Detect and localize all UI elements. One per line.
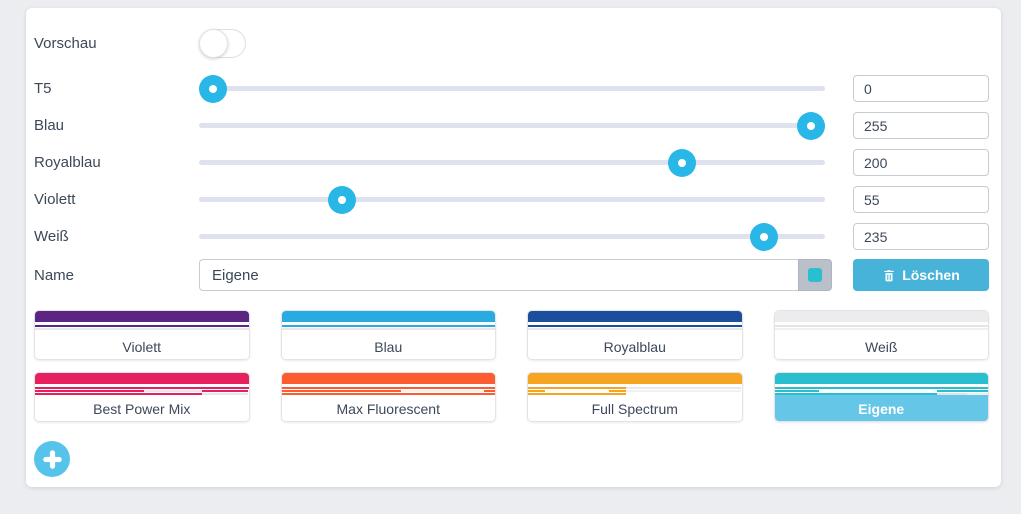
preset-card-blau[interactable]: Blau: [280, 310, 496, 360]
preset-color-bar: [774, 311, 988, 322]
preset-label: Blau: [281, 333, 495, 359]
weiss-slider-knob[interactable]: [750, 222, 779, 251]
slider-row-blau: Blau: [34, 107, 989, 144]
preset-label: Royalblau: [528, 333, 742, 359]
color-swatch-icon: [808, 268, 822, 282]
preset-color-bar: [281, 311, 495, 322]
blau-value-input[interactable]: [853, 112, 989, 139]
slider-row-weiss: Weiß: [34, 218, 989, 255]
royalblau-value-input[interactable]: [853, 149, 989, 176]
preset-spectrum-stripes: [281, 322, 495, 333]
weiss-slider[interactable]: [199, 222, 825, 251]
royalblau-slider[interactable]: [199, 148, 825, 177]
royalblau-label: Royalblau: [34, 154, 101, 171]
settings-card: Vorschau T5 Blau Royalblau Violett Weiß …: [26, 8, 1001, 487]
preset-label: Max Fluorescent: [281, 395, 495, 421]
preset-card-best-power-mix[interactable]: Best Power Mix: [34, 372, 250, 422]
preset-grid: Violett Blau Royalblau Weiß Best Power M…: [34, 310, 989, 422]
violett-slider[interactable]: [199, 185, 825, 214]
blau-label: Blau: [34, 117, 65, 134]
name-row: Name Löschen: [34, 255, 989, 295]
preset-card-eigene[interactable]: Eigene: [773, 372, 989, 422]
preset-card-weiss[interactable]: Weiß: [773, 310, 989, 360]
preview-toggle[interactable]: [199, 28, 246, 58]
delete-button-label: Löschen: [902, 267, 960, 283]
preset-card-violett[interactable]: Violett: [34, 310, 250, 360]
preset-spectrum-stripes: [528, 384, 742, 395]
preset-spectrum-stripes: [35, 384, 249, 395]
slider-row-royalblau: Royalblau: [34, 144, 989, 181]
preset-label: Eigene: [774, 395, 988, 421]
preset-label: Full Spectrum: [528, 395, 742, 421]
weiss-value-input[interactable]: [853, 223, 989, 250]
preset-spectrum-stripes: [35, 322, 249, 333]
violett-label: Violett: [34, 191, 76, 208]
preset-color-bar: [35, 311, 249, 322]
t5-slider-knob[interactable]: [199, 74, 227, 103]
plus-icon: [42, 449, 62, 469]
violett-slider-knob[interactable]: [327, 185, 356, 214]
preset-label: Weiß: [774, 333, 988, 359]
preview-row: Vorschau: [34, 16, 989, 70]
t5-value-input[interactable]: [853, 75, 989, 102]
delete-button[interactable]: Löschen: [853, 259, 989, 291]
preset-color-bar: [774, 373, 988, 384]
add-preset-button[interactable]: [34, 441, 70, 477]
preview-label: Vorschau: [34, 34, 97, 52]
violett-value-input[interactable]: [853, 186, 989, 213]
t5-label: T5: [34, 80, 52, 97]
slider-row-violett: Violett: [34, 181, 989, 218]
preset-label: Best Power Mix: [35, 395, 249, 421]
preset-spectrum-stripes: [528, 322, 742, 333]
preset-spectrum-stripes: [774, 384, 988, 395]
trash-icon: [884, 269, 894, 281]
weiss-label: Weiß: [34, 228, 69, 245]
preset-card-royalblau[interactable]: Royalblau: [527, 310, 743, 360]
color-swatch-button[interactable]: [798, 259, 832, 291]
preset-card-max-fluorescent[interactable]: Max Fluorescent: [280, 372, 496, 422]
toggle-knob-icon: [199, 28, 228, 58]
preset-label: Violett: [35, 333, 249, 359]
name-label: Name: [34, 266, 75, 284]
preset-color-bar: [528, 373, 742, 384]
t5-slider[interactable]: [199, 74, 825, 103]
preset-spectrum-stripes: [281, 384, 495, 395]
slider-row-t5: T5: [34, 70, 989, 107]
blau-slider-knob[interactable]: [797, 111, 825, 140]
preset-color-bar: [528, 311, 742, 322]
royalblau-slider-knob[interactable]: [668, 148, 697, 177]
preset-color-bar: [281, 373, 495, 384]
name-input[interactable]: [199, 259, 799, 291]
preset-card-full-spectrum[interactable]: Full Spectrum: [527, 372, 743, 422]
blau-slider[interactable]: [199, 111, 825, 140]
preset-color-bar: [35, 373, 249, 384]
preset-spectrum-stripes: [774, 322, 988, 333]
